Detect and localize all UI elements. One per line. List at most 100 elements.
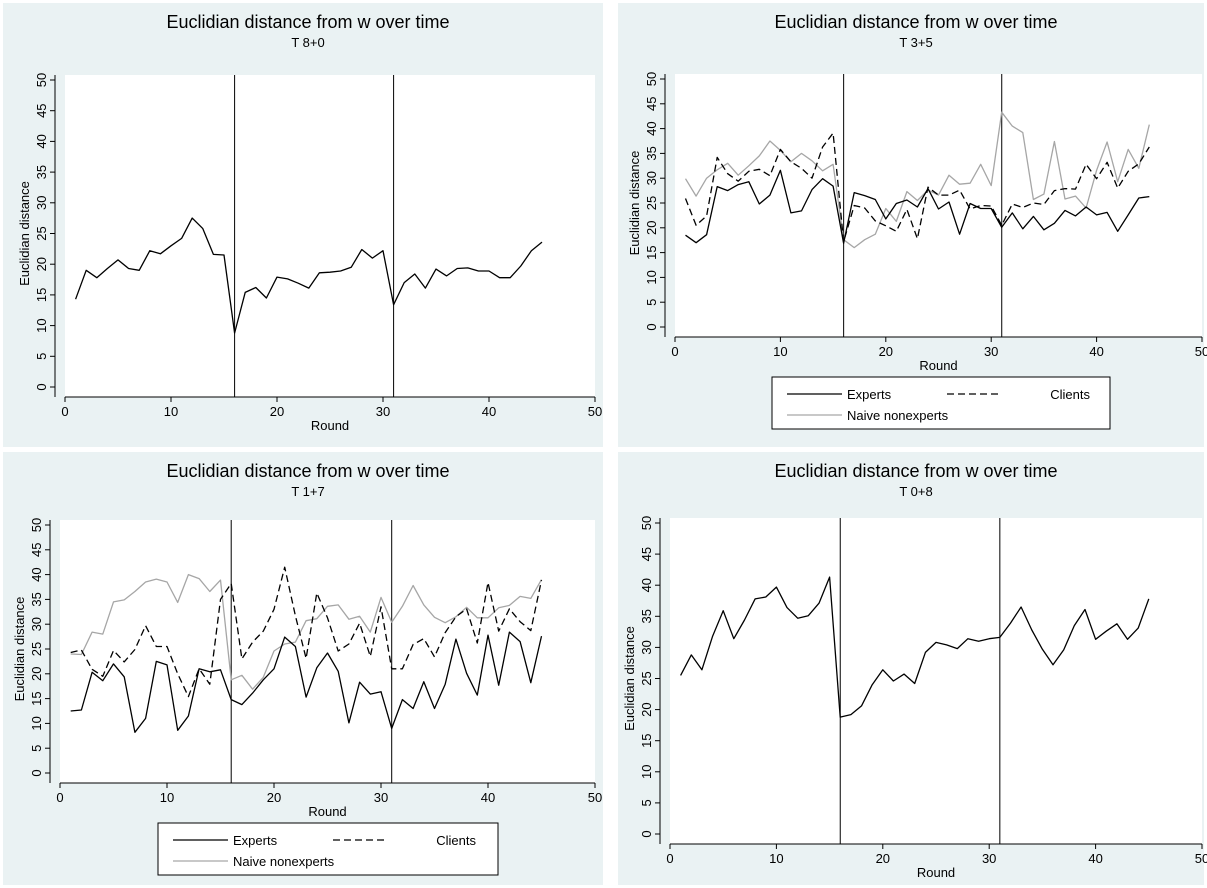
x-tick-label: 10: [164, 404, 178, 419]
y-tick-label: 35: [29, 592, 44, 606]
plot-area: [670, 518, 1202, 844]
x-tick-label: 50: [588, 404, 602, 419]
y-tick-label: 0: [29, 769, 44, 776]
x-tick-label: 40: [482, 404, 496, 419]
y-tick-label: 20: [29, 667, 44, 681]
y-tick-label: 45: [639, 547, 654, 561]
chart-subtitle: T 3+5: [899, 35, 932, 50]
y-tick-label: 5: [639, 799, 654, 806]
y-tick-label: 10: [644, 270, 659, 284]
y-axis-label: Euclidian distance: [17, 181, 32, 286]
y-tick-label: 10: [639, 765, 654, 779]
series-line-naive-nonexperts: [684, 111, 1150, 249]
chart-title: Euclidian distance from w over time: [774, 12, 1057, 32]
y-tick-label: 0: [644, 323, 659, 330]
series-line-clients: [70, 566, 543, 698]
y-tick-label: 15: [34, 288, 49, 302]
chart-title: Euclidian distance from w over time: [166, 461, 449, 481]
y-tick-label: 5: [29, 745, 44, 752]
chart-title: Euclidian distance from w over time: [774, 461, 1057, 481]
legend-label: Naive nonexperts: [233, 854, 335, 869]
y-tick-label: 50: [644, 72, 659, 86]
x-tick-label: 0: [671, 344, 678, 359]
y-tick-label: 50: [29, 518, 44, 532]
y-axis-label: Euclidian distance: [627, 151, 642, 256]
x-tick-label: 50: [1195, 851, 1207, 866]
plot-area: [65, 75, 595, 397]
y-tick-label: 0: [639, 830, 654, 837]
y-tick-label: 0: [34, 383, 49, 390]
y-tick-label: 5: [644, 299, 659, 306]
y-tick-label: 10: [29, 716, 44, 730]
x-axis-label: Round: [311, 418, 349, 433]
y-tick-label: 35: [639, 609, 654, 623]
y-tick-label: 30: [639, 640, 654, 654]
chart-panel-4: Euclidian distance from w over time T 0+8…: [618, 452, 1207, 885]
chart-subtitle: T 1+7: [291, 484, 324, 499]
y-tick-label: 30: [29, 617, 44, 631]
x-tick-label: 30: [984, 344, 998, 359]
y-tick-label: 25: [29, 642, 44, 656]
y-tick-label: 25: [639, 671, 654, 685]
y-tick-label: 40: [644, 121, 659, 135]
y-tick-label: 50: [639, 516, 654, 530]
legend-label: Naive nonexperts: [847, 408, 949, 423]
plot-area: [675, 74, 1202, 337]
series-line-experts: [70, 631, 543, 733]
y-tick-label: 40: [639, 578, 654, 592]
x-tick-label: 40: [1088, 851, 1102, 866]
legend-label: Experts: [847, 387, 892, 402]
y-tick-label: 40: [34, 134, 49, 148]
chart-title: Euclidian distance from w over time: [166, 12, 449, 32]
x-tick-label: 30: [376, 404, 390, 419]
y-tick-label: 20: [34, 257, 49, 271]
y-tick-label: 5: [34, 353, 49, 360]
x-tick-label: 30: [982, 851, 996, 866]
x-tick-label: 20: [876, 851, 890, 866]
x-tick-label: 50: [588, 790, 602, 805]
x-axis-label: Round: [919, 358, 957, 373]
x-tick-label: 10: [773, 344, 787, 359]
x-tick-label: 40: [481, 790, 495, 805]
y-tick-label: 20: [639, 702, 654, 716]
y-tick-label: 15: [639, 733, 654, 747]
x-axis-label: Round: [917, 865, 955, 880]
chart-subtitle: T 8+0: [291, 35, 324, 50]
y-tick-label: 15: [29, 691, 44, 705]
chart-panel-1: Euclidian distance from w over time T 8+0…: [3, 3, 603, 447]
x-tick-label: 20: [879, 344, 893, 359]
y-tick-label: 35: [34, 165, 49, 179]
legend-label: Experts: [233, 833, 278, 848]
x-tick-label: 20: [270, 404, 284, 419]
series-line-naive-nonexperts: [70, 573, 543, 690]
x-tick-label: 0: [666, 851, 673, 866]
y-axis-label: Euclidian distance: [12, 597, 27, 702]
y-tick-label: 25: [644, 196, 659, 210]
series-line-experts: [685, 169, 1150, 244]
y-tick-label: 25: [34, 226, 49, 240]
legend-box: [157, 822, 499, 876]
legend-box: [771, 376, 1111, 430]
x-axis-label: Round: [308, 804, 346, 819]
y-tick-label: 40: [29, 567, 44, 581]
x-tick-label: 0: [56, 790, 63, 805]
x-tick-label: 20: [267, 790, 281, 805]
plot-area: [60, 520, 595, 783]
y-tick-label: 50: [34, 73, 49, 87]
chart-panel-2: Euclidian distance from w over time T 3+5…: [618, 3, 1207, 447]
legend: Experts Clients Naive nonexperts: [771, 376, 1111, 430]
x-tick-label: 30: [374, 790, 388, 805]
y-tick-label: 45: [34, 103, 49, 117]
y-tick-label: 10: [34, 318, 49, 332]
y-axis-label: Euclidian distance: [622, 626, 637, 731]
y-tick-label: 45: [29, 543, 44, 557]
legend-label: Clients: [1050, 387, 1090, 402]
chart-panel-3: Euclidian distance from w over time T 1+7…: [3, 452, 603, 885]
legend: Experts Clients Naive nonexperts: [157, 822, 499, 876]
x-tick-label: 40: [1089, 344, 1103, 359]
legend-label: Clients: [436, 833, 476, 848]
series-line-data: [74, 217, 543, 334]
x-tick-label: 50: [1195, 344, 1207, 359]
series-line-data: [680, 576, 1150, 718]
